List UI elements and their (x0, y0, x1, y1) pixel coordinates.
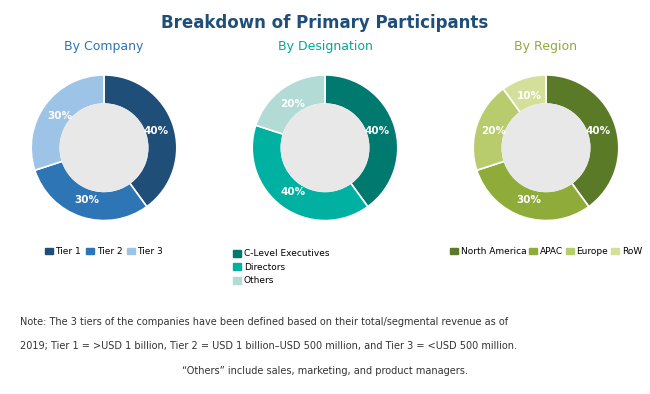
Text: 30%: 30% (517, 195, 541, 204)
Legend: Tier 1, Tier 2, Tier 3: Tier 1, Tier 2, Tier 3 (41, 243, 167, 260)
Text: Breakdown of Primary Participants: Breakdown of Primary Participants (161, 14, 489, 32)
Circle shape (60, 104, 148, 191)
Text: 40%: 40% (280, 187, 305, 197)
Text: Note: The 3 tiers of the companies have been defined based on their total/segmen: Note: The 3 tiers of the companies have … (20, 317, 508, 327)
Text: 10%: 10% (517, 91, 541, 101)
Legend: C-Level Executives, Directors, Others: C-Level Executives, Directors, Others (229, 245, 333, 289)
Title: By Company: By Company (64, 40, 144, 53)
Text: 2019; Tier 1 = >USD 1 billion, Tier 2 = USD 1 billion–USD 500 million, and Tier : 2019; Tier 1 = >USD 1 billion, Tier 2 = … (20, 341, 517, 351)
Wedge shape (255, 75, 325, 134)
Wedge shape (473, 89, 521, 170)
Wedge shape (34, 161, 147, 221)
Wedge shape (503, 75, 546, 112)
Text: 40%: 40% (365, 126, 389, 136)
Wedge shape (104, 75, 177, 206)
Legend: North America, APAC, Europe, RoW: North America, APAC, Europe, RoW (447, 243, 645, 260)
Text: 40%: 40% (144, 126, 168, 136)
Title: By Designation: By Designation (278, 40, 372, 53)
Text: 20%: 20% (280, 98, 305, 109)
Text: 40%: 40% (586, 126, 610, 136)
Wedge shape (325, 75, 398, 206)
Text: “Others” include sales, marketing, and product managers.: “Others” include sales, marketing, and p… (182, 366, 468, 375)
Text: 20%: 20% (482, 126, 506, 136)
Circle shape (281, 104, 369, 191)
Circle shape (502, 104, 590, 191)
Text: 30%: 30% (75, 195, 99, 204)
Wedge shape (252, 125, 368, 221)
Wedge shape (476, 161, 589, 221)
Wedge shape (31, 75, 104, 170)
Title: By Region: By Region (515, 40, 577, 53)
Text: 30%: 30% (47, 111, 72, 121)
Wedge shape (546, 75, 619, 206)
